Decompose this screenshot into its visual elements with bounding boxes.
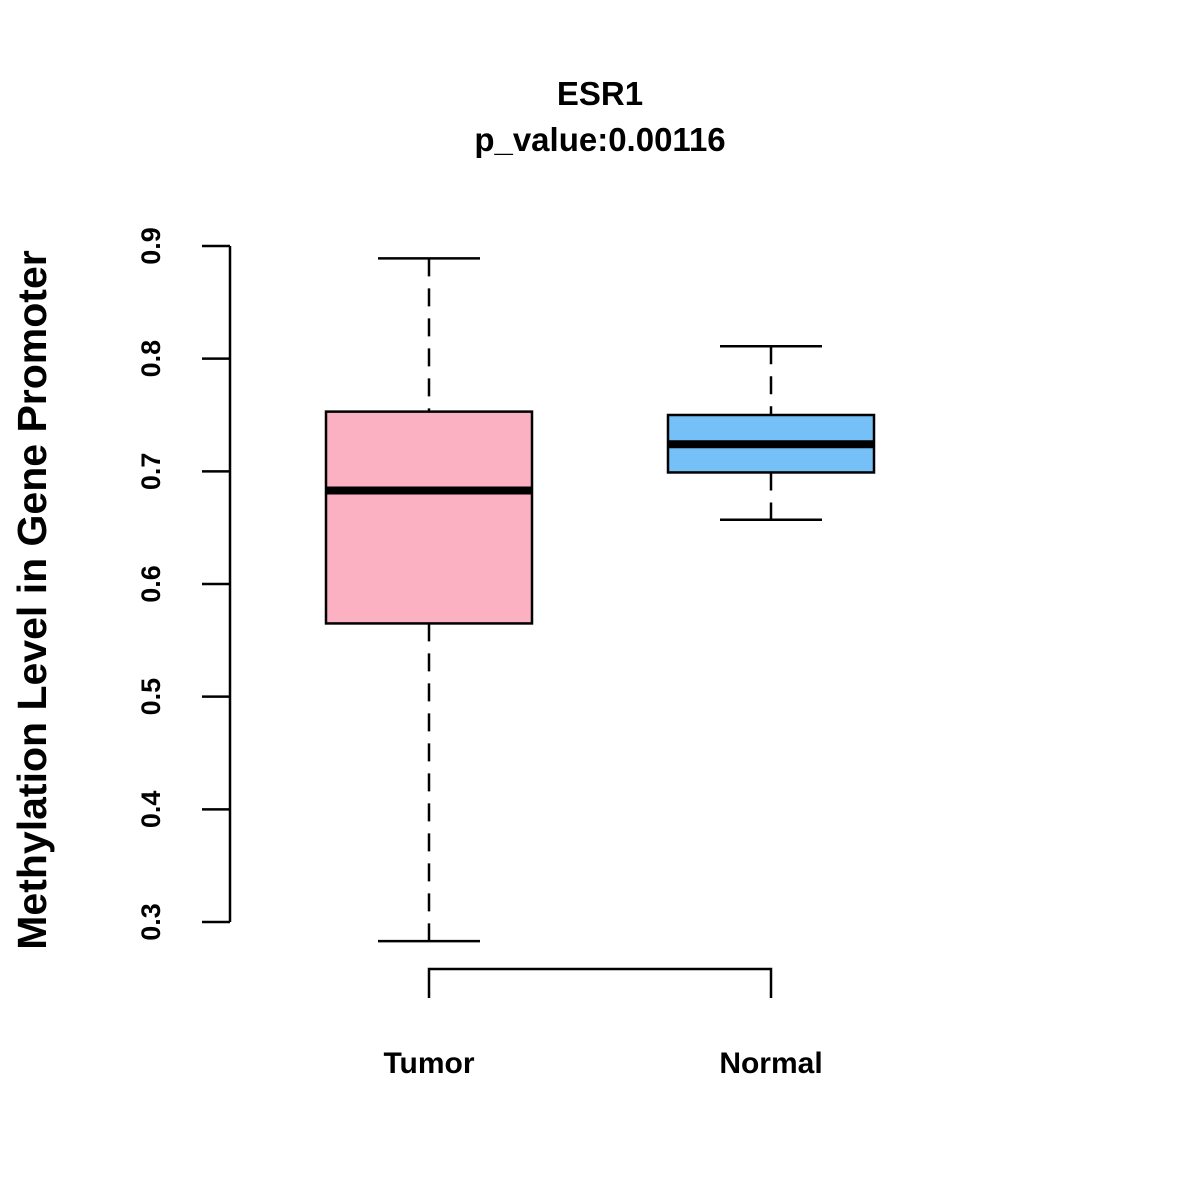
y-tick-label: 0.3 [136, 903, 166, 941]
y-tick-label: 0.5 [136, 678, 166, 716]
y-tick-label: 0.4 [136, 791, 166, 829]
x-tick-label: Normal [719, 1047, 822, 1080]
x-axis: Tumor Normal [383, 967, 823, 1080]
iqr-box [324, 410, 534, 625]
box-tumor [324, 257, 534, 943]
y-tick-label: 0.6 [136, 565, 166, 603]
y-tick-label: 0.8 [136, 340, 166, 378]
y-tick-label: 0.7 [136, 453, 166, 491]
y-axis: 0.3 0.4 0.5 0.6 0.7 0.8 0.9 [136, 227, 232, 941]
box-normal [666, 345, 876, 522]
chart-title: ESR1 [557, 75, 643, 112]
y-tick-label: 0.9 [136, 227, 166, 265]
chart-subtitle: p_value:0.00116 [474, 121, 725, 158]
x-tick-label: Tumor [383, 1047, 474, 1080]
y-axis-label: Methylation Level in Gene Promoter [9, 250, 55, 949]
x-axis-line [427, 967, 773, 998]
boxes [324, 257, 876, 943]
